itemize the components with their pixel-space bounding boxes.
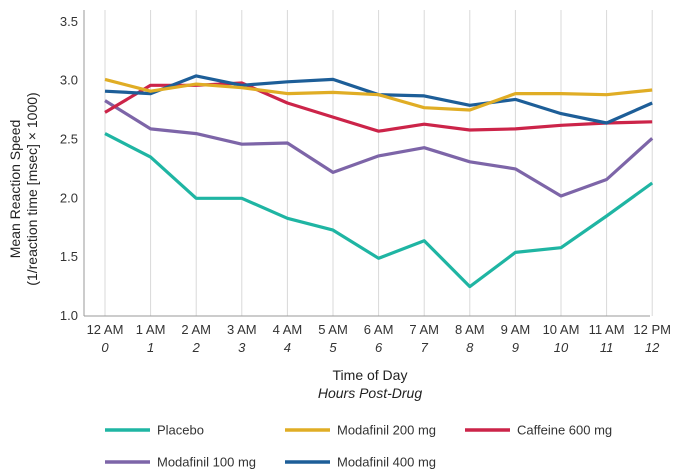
x-tick-label: 5 AM	[318, 322, 348, 337]
y-tick-label: 1.0	[60, 308, 78, 323]
x-axis-subtitle: Hours Post-Drug	[318, 385, 422, 401]
x-tick-label: 1 AM	[136, 322, 166, 337]
x-tick-sublabel: 9	[512, 340, 519, 355]
x-tick-sublabel: 12	[645, 340, 660, 355]
x-tick-sublabel: 8	[466, 340, 474, 355]
legend-label: Modafinil 100 mg	[157, 455, 256, 470]
x-tick-sublabel: 2	[192, 340, 201, 355]
y-axis-title: Mean Reaction Speed	[7, 120, 23, 259]
y-tick-label: 1.5	[60, 249, 78, 264]
x-tick-sublabel: 0	[101, 340, 109, 355]
x-tick-label: 10 AM	[543, 322, 580, 337]
series-line-modafinil-200-mg	[104, 77, 653, 112]
legend: Placebo Modafinil 200 mg Caffeine 600 mg Mo…	[105, 423, 612, 470]
x-tick-label: 4 AM	[273, 322, 303, 337]
x-tick-label: 11 AM	[589, 322, 625, 337]
x-tick-sublabel: 10	[554, 340, 569, 355]
axes	[83, 10, 650, 317]
x-axis-title: Time of Day	[333, 367, 408, 383]
x-tick-sublabel: 4	[284, 340, 291, 355]
x-tick-label: 2 AM	[181, 322, 211, 337]
x-tick-label: 8 AM	[455, 322, 485, 337]
x-tick-label: 3 AM	[227, 322, 257, 337]
y-tick-label: 2.5	[60, 131, 78, 146]
series-line-placebo	[104, 132, 654, 289]
y-tick-label: 3.5	[60, 14, 78, 29]
legend-label: Modafinil 400 mg	[337, 455, 436, 470]
y-axis-subtitle: (1/reaction time [msec] × 1000)	[24, 92, 40, 285]
y-tick-label: 3.0	[60, 73, 78, 88]
legend-label: Caffeine 600 mg	[517, 423, 612, 438]
x-tick-sublabel: 1	[147, 340, 154, 355]
x-tick-sublabel: 11	[600, 340, 614, 355]
y-tick-label: 2.0	[60, 190, 78, 205]
x-tick-label: 7 AM	[409, 322, 439, 337]
y-tick-labels: 1.0 1.5 2.0 2.5 3.0 3.5	[60, 14, 78, 323]
series-lines	[104, 74, 654, 289]
x-tick-sublabel: 7	[421, 340, 429, 355]
x-tick-sublabel: 5	[329, 340, 337, 355]
x-tick-label: 12 PM	[633, 322, 671, 337]
series-line-modafinil-100-mg	[104, 99, 654, 198]
x-tick-label: 9 AM	[501, 322, 531, 337]
x-tick-sublabel: 3	[238, 340, 246, 355]
grid-lines	[104, 10, 653, 316]
x-tick-sublabel: 6	[375, 340, 383, 355]
x-tick-label: 12 AM	[87, 322, 124, 337]
x-tick-label: 6 AM	[364, 322, 394, 337]
legend-label: Placebo	[157, 423, 204, 438]
legend-label: Modafinil 200 mg	[337, 423, 436, 438]
